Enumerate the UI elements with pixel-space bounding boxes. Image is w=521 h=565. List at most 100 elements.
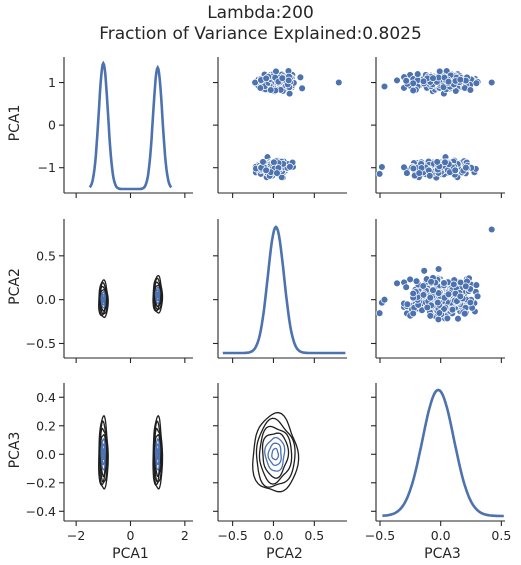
scatter-point [409,309,417,318]
scatter-point [419,291,428,299]
kde-contour [255,417,296,488]
scatter-point [262,74,270,83]
kde-contour [100,291,106,309]
kde-curve-pca1 [88,60,173,191]
y-axis-label-pca3: PCA3 [7,432,23,469]
scatter-point-outlier [487,78,496,87]
x-tick-label: −0.5 [217,528,247,543]
y-tick-label: −0.5 [26,336,56,351]
scatter-point [440,279,448,287]
scatter-point [420,267,428,275]
kde-contour [101,448,105,460]
kde-contour [101,296,105,303]
scatter-point [378,163,386,171]
scatter-point-outlier [487,225,496,234]
kde-contour [100,438,106,471]
scatter-point [298,84,306,93]
scatter-point [444,77,453,86]
kde-contour [101,293,106,306]
scatter-point [426,293,435,302]
kde-curve-pca2 [222,225,346,355]
scatter-point [409,79,417,88]
scatter-point [262,166,270,175]
x-axis-label-pca3: PCA3 [424,546,461,562]
panel-pca3-pca2: −0.5 0.0 0.5 [213,383,347,543]
x-tick-label: −2 [67,528,85,543]
panel-pca2-pca2 [213,219,347,363]
panel-pca1-pca3 [371,57,505,198]
y-axis-label-pca1: PCA1 [7,105,23,142]
x-tick-label: 0.0 [431,528,451,543]
scatter-point [450,280,458,289]
x-tick-label: 0.5 [491,528,511,543]
panel-pca3-pca3: −0.5 0.0 0.5 [365,383,511,543]
kde-contour [267,442,282,467]
scatter-point [413,70,422,78]
scatter-point [461,309,469,318]
kde-contour [101,443,106,466]
y-tick-label: 0.5 [36,248,56,263]
scatter-point [403,300,412,309]
scatter-point [426,312,435,320]
kde-contour [271,447,280,461]
scatter-point [284,76,293,85]
scatter-point [441,158,449,167]
scatter-point [412,277,421,285]
panel-pca2-pca3 [371,219,505,363]
y-tick-label: −1 [38,160,56,175]
scatter-point [434,265,443,273]
x-tick-label: 2 [181,528,189,543]
scatter-point [473,292,482,301]
kde-contour [261,432,290,479]
scatter-point [256,84,265,92]
scatter-point [466,298,475,307]
y-tick-label: −0.2 [26,475,56,490]
scatter-point [435,309,444,317]
scatter-point [278,74,287,82]
panel-pca3-pca1: −2 0 2 −0.4 −0.2 0.0 0.2 0.4 [26,383,193,543]
scatter-point [419,77,428,86]
kde-contour [258,425,293,485]
scatter-point [286,163,294,171]
scatter-point [444,290,453,299]
y-axis-label-pca2: PCA2 [7,268,23,305]
kde-contour [156,448,160,461]
y-tick-label: 0.0 [36,447,56,462]
scatter-point [462,163,470,172]
scatter-point [439,83,448,91]
scatter-point [375,170,384,178]
scatter-point [426,172,434,180]
scatter-point [380,82,389,91]
scatter-point [400,163,408,172]
scatter-point [296,73,305,82]
scatter-point [273,169,281,177]
y-tick-label: 0.4 [36,390,56,405]
scatter-point [380,295,389,304]
y-tick-label: −0.4 [26,504,56,519]
chart-title-line-1: Lambda:200 [207,3,314,23]
scatter-point [443,314,452,323]
scatter-point [456,292,465,301]
scatter-point [270,158,278,167]
x-tick-label: −0.5 [365,528,395,543]
scatter-point [415,169,423,177]
kde-curve-pca3 [382,388,504,518]
scatter-point [434,315,443,324]
panel-pca2-pca1: −0.5 0.0 0.5 [26,219,193,363]
scatter-point [419,282,427,290]
scatter-point [423,303,432,312]
scatter-point [429,74,437,82]
scatter-point [409,86,417,95]
x-tick-label: 0 [127,528,135,543]
scatter-point [451,166,459,175]
scatter-point [403,169,411,177]
kde-contour [252,411,300,493]
y-tick-label: 0.0 [36,292,56,307]
scatter-point [402,77,410,85]
scatter-point [434,298,442,307]
scatter-point [409,164,418,173]
scatter-point [393,76,401,85]
scatter-point [472,281,481,289]
scatter-point [472,79,481,87]
